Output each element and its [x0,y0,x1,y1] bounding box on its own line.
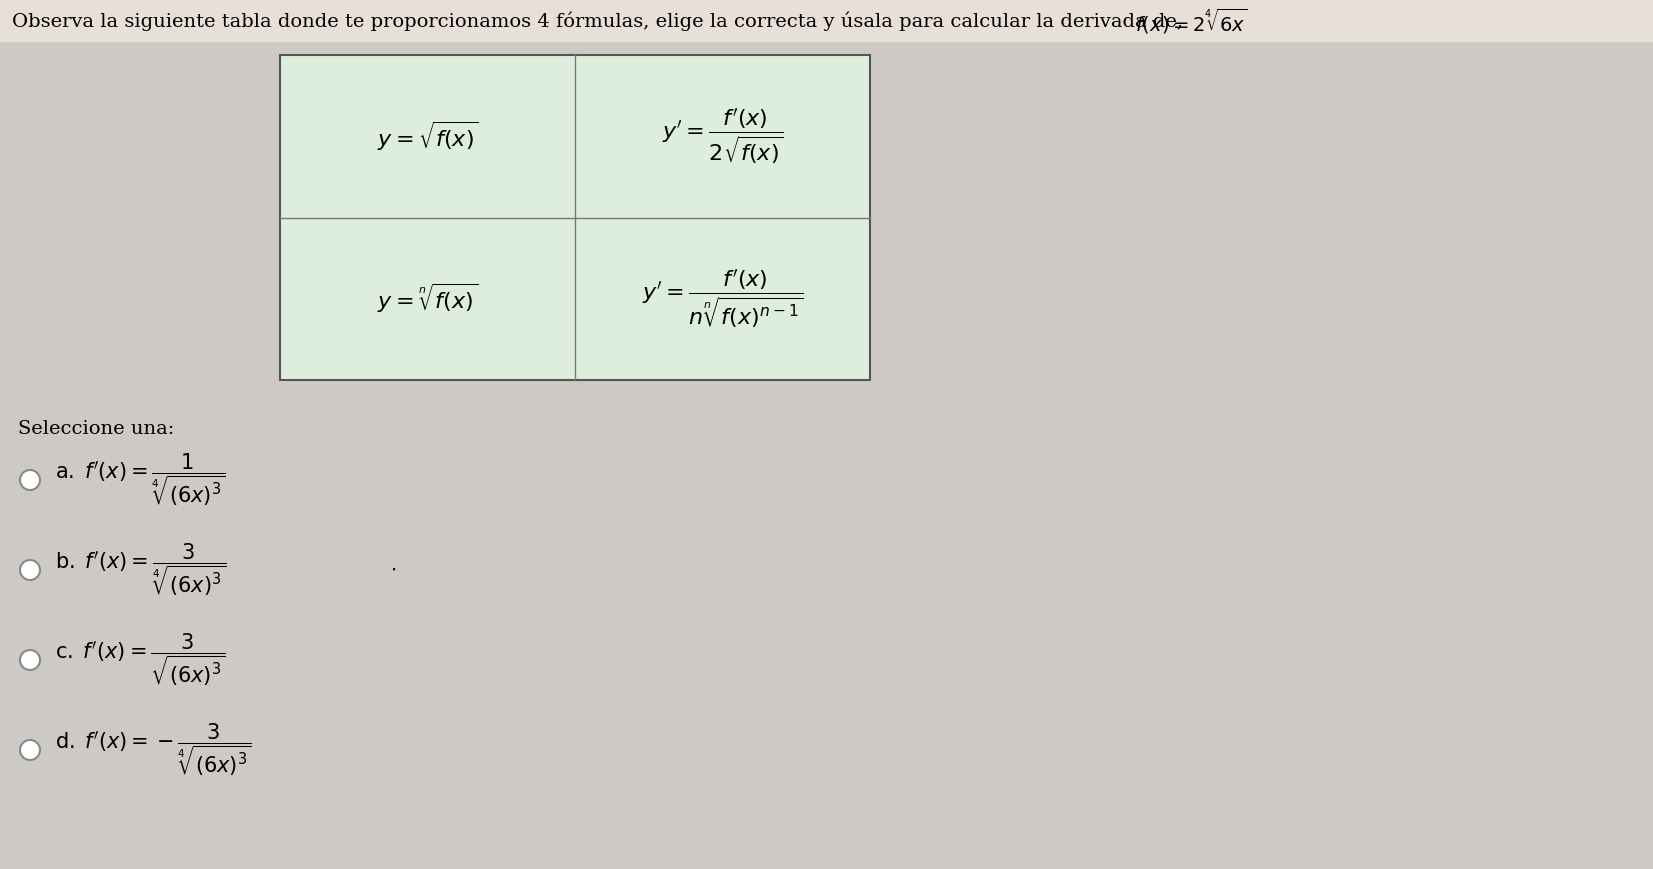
Text: $\mathrm{b.}\; f'(x) = \dfrac{3}{\sqrt[4]{(6x)^3}}$: $\mathrm{b.}\; f'(x) = \dfrac{3}{\sqrt[4… [55,542,226,598]
Text: $y = \sqrt{f(x)}$: $y = \sqrt{f(x)}$ [377,120,478,153]
Text: $y = \sqrt[n]{f(x)}$: $y = \sqrt[n]{f(x)}$ [377,282,478,315]
Text: $\mathrm{d.}\; f'(x) = -\dfrac{3}{\sqrt[4]{(6x)^3}}$: $\mathrm{d.}\; f'(x) = -\dfrac{3}{\sqrt[… [55,722,251,778]
Bar [279,55,869,380]
Bar [0,0,1653,42]
Circle shape [20,740,40,760]
Text: $\cdot$: $\cdot$ [390,561,397,579]
Text: $\mathrm{a.}\; f'(x) = \dfrac{1}{\sqrt[4]{(6x)^3}}$: $\mathrm{a.}\; f'(x) = \dfrac{1}{\sqrt[4… [55,452,226,508]
Text: $f(x) = 2\sqrt[4]{6x}$: $f(x) = 2\sqrt[4]{6x}$ [1136,6,1248,36]
Text: $y' = \dfrac{f'(x)}{n\sqrt[n]{f(x)^{n-1}}}$: $y' = \dfrac{f'(x)}{n\sqrt[n]{f(x)^{n-1}… [641,268,803,330]
Circle shape [20,470,40,490]
Text: Observa la siguiente tabla donde te proporcionamos 4 fórmulas, elige la correcta: Observa la siguiente tabla donde te prop… [12,11,1184,30]
Text: $\mathrm{c.}\; f'(x) = \dfrac{3}{\sqrt{(6x)^3}}$: $\mathrm{c.}\; f'(x) = \dfrac{3}{\sqrt{(… [55,632,226,688]
Text: Seleccione una:: Seleccione una: [18,420,174,438]
Circle shape [20,560,40,580]
Text: $y' = \dfrac{f'(x)}{2\sqrt{f(x)}}$: $y' = \dfrac{f'(x)}{2\sqrt{f(x)}}$ [661,106,784,166]
Circle shape [20,650,40,670]
